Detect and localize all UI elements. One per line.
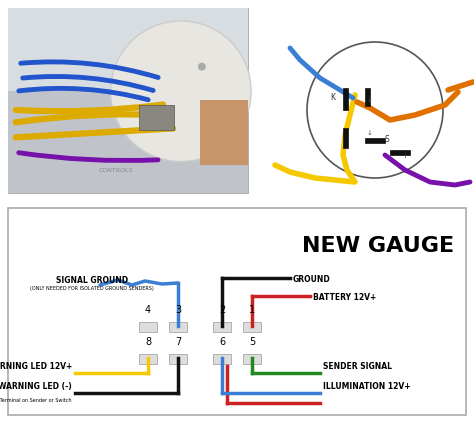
Text: 7: 7 [175,337,181,347]
Bar [365,138,385,143]
Bar [213,322,231,332]
Bar [8,8,248,193]
Text: ↓: ↓ [367,97,373,103]
Text: WARNING LED (-): WARNING LED (-) [0,382,72,391]
Bar [139,322,157,332]
Text: NEW GAUGE: NEW GAUGE [302,236,454,256]
Text: WARNING LED 12V+: WARNING LED 12V+ [0,362,72,371]
Text: 3: 3 [175,305,181,315]
Bar [8,208,466,415]
Bar [169,322,187,332]
Circle shape [198,63,206,71]
Bar [213,354,231,364]
Text: Warning LED WK Terminal on Sender or Switch: Warning LED WK Terminal on Sender or Swi… [0,398,72,403]
Bar [343,88,348,110]
Text: 1: 1 [249,305,255,315]
Bar [200,101,248,165]
Text: K: K [330,93,336,102]
Bar [365,88,370,106]
Text: ↓: ↓ [367,130,373,136]
Bar [138,105,174,130]
Bar [390,150,410,155]
Text: ILLUMINATION 12V+: ILLUMINATION 12V+ [323,382,410,391]
Text: SIGNAL GROUND: SIGNAL GROUND [56,276,128,285]
Text: 6: 6 [219,337,225,347]
Bar [343,128,348,148]
Bar [8,8,248,91]
Text: 8: 8 [145,337,151,347]
Bar [243,322,261,332]
Bar [8,91,248,193]
Bar [243,354,261,364]
Text: +: + [401,151,409,160]
Circle shape [307,42,443,178]
Text: S: S [384,135,389,144]
Bar [169,354,187,364]
Text: 2: 2 [219,305,225,315]
Text: CONTROLS: CONTROLS [99,168,133,173]
Text: 4: 4 [145,305,151,315]
Text: BATTERY 12V+: BATTERY 12V+ [313,293,376,302]
Text: (ONLY NEEDED FOR ISOLATED GROUND SENDERS): (ONLY NEEDED FOR ISOLATED GROUND SENDERS… [30,286,154,291]
Text: 5: 5 [249,337,255,347]
Text: SENDER SIGNAL: SENDER SIGNAL [323,362,392,371]
Bar [139,354,157,364]
Text: GROUND: GROUND [293,275,331,284]
Circle shape [110,21,251,162]
